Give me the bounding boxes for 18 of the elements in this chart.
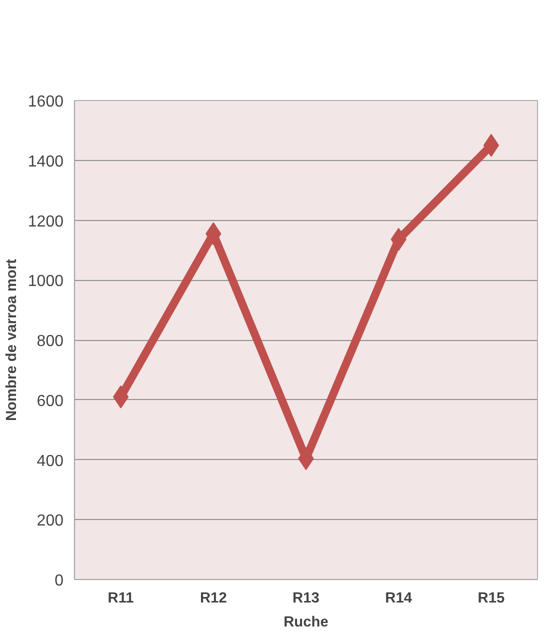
y-axis-title: Nombre de varroa mort	[4, 258, 20, 422]
x-tick-label: R12	[200, 590, 227, 606]
y-tick-label: 1200	[28, 213, 64, 230]
x-tick-label: R11	[108, 590, 134, 606]
y-tick-label: 0	[54, 572, 64, 590]
y-tick-label: 1600	[28, 94, 64, 110]
x-axis-title: Ruche	[284, 614, 328, 630]
y-tick-label: 200	[36, 512, 64, 530]
x-tick-label: R14	[385, 590, 413, 606]
y-tick-label: 800	[36, 333, 64, 350]
point	[483, 134, 500, 157]
x-tick-label: R15	[478, 590, 505, 606]
y-tick-label: 1400	[28, 153, 64, 170]
x-tick-label: R13	[292, 590, 320, 606]
y-tick-label: 600	[36, 392, 64, 410]
y-tick-label: 1000	[28, 273, 64, 290]
point	[112, 385, 129, 408]
y-tick-label: 400	[36, 452, 64, 470]
